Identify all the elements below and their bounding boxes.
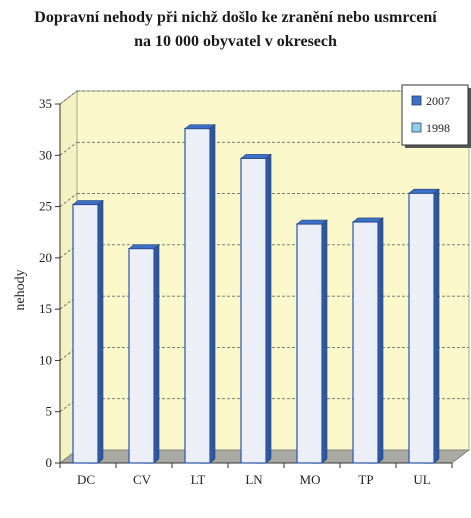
- x-tick-label: DC: [77, 472, 95, 487]
- bar-2007-mo: [296, 219, 328, 464]
- legend-swatch-1998: [411, 122, 422, 133]
- y-axis-label: nehody: [13, 269, 28, 310]
- x-tick-label: LT: [191, 472, 206, 487]
- bar-2007-dc-top: [72, 200, 104, 205]
- bar-2007-cv-top: [128, 244, 160, 249]
- legend-label-1998: 1998: [426, 121, 450, 135]
- legend: 2007 1998: [401, 84, 471, 148]
- y-tick-label: 20: [39, 250, 52, 265]
- x-tick-label: UL: [413, 472, 430, 487]
- bar-2007-ln: [240, 153, 272, 464]
- x-tick-label: MO: [300, 472, 321, 487]
- legend-label-2007: 2007: [426, 94, 450, 108]
- bar-2007-ln-front: [240, 157, 267, 464]
- chart-title-line2: na 10 000 obyvatel v okresech: [134, 33, 337, 50]
- chart-title: Dopravní nehody při nichž došlo ke zraně…: [0, 6, 471, 54]
- bar-2007-dc-front: [72, 203, 99, 464]
- x-axis: DC CV LT LN MO TP UL: [59, 463, 453, 487]
- bar-2007-tp-top: [352, 217, 384, 223]
- bar-2007-ln-top: [240, 154, 272, 159]
- y-tick-label: 15: [39, 301, 52, 316]
- x-tick-label: CV: [133, 472, 152, 487]
- bar-2007-ul-top: [408, 188, 440, 194]
- bar-2007-cv: [128, 244, 160, 464]
- bar-2007-mo-side: [321, 219, 328, 464]
- y-tick-label: 5: [46, 404, 53, 419]
- bar-2007-lt-side: [209, 123, 216, 464]
- legend-swatch-2007: [411, 95, 422, 106]
- bar-2007-tp: [352, 217, 384, 464]
- gridline-side: [59, 90, 78, 105]
- bar-2007-ul: [408, 188, 440, 464]
- bar-2007-lt-top: [184, 124, 216, 129]
- chart-title-line1: Dopravní nehody při nichž došlo ke zraně…: [34, 9, 437, 26]
- y-tick-label: 0: [46, 455, 53, 470]
- bar-2007-lt-front: [184, 128, 211, 464]
- bar-2007-dc-side: [97, 199, 104, 464]
- y-tick-label: 25: [39, 199, 52, 214]
- y-tick-label: 35: [39, 96, 52, 111]
- bar-2007-tp-side: [377, 217, 384, 464]
- legend-box: [401, 84, 469, 146]
- y-tick-label: 10: [39, 352, 52, 367]
- bar-2007-mo-top: [296, 219, 328, 225]
- bar-2007-cv-front: [128, 248, 155, 464]
- y-tick-label: 30: [39, 147, 52, 162]
- bar-2007-ul-side: [433, 188, 440, 464]
- bar-2007-dc: [72, 199, 104, 464]
- bar-2007-cv-side: [153, 244, 160, 464]
- bar-2007-ul-front: [408, 192, 435, 464]
- gridline-side: [59, 193, 78, 207]
- gridline-side: [59, 141, 78, 156]
- bar-2007-lt: [184, 123, 216, 464]
- x-tick-label: TP: [358, 472, 373, 487]
- x-tick-label: LN: [245, 472, 263, 487]
- bar-2007-mo-front: [296, 223, 323, 464]
- bar-2007-ln-side: [265, 153, 272, 464]
- bars: [72, 123, 440, 464]
- bar-2007-tp-front: [352, 221, 379, 464]
